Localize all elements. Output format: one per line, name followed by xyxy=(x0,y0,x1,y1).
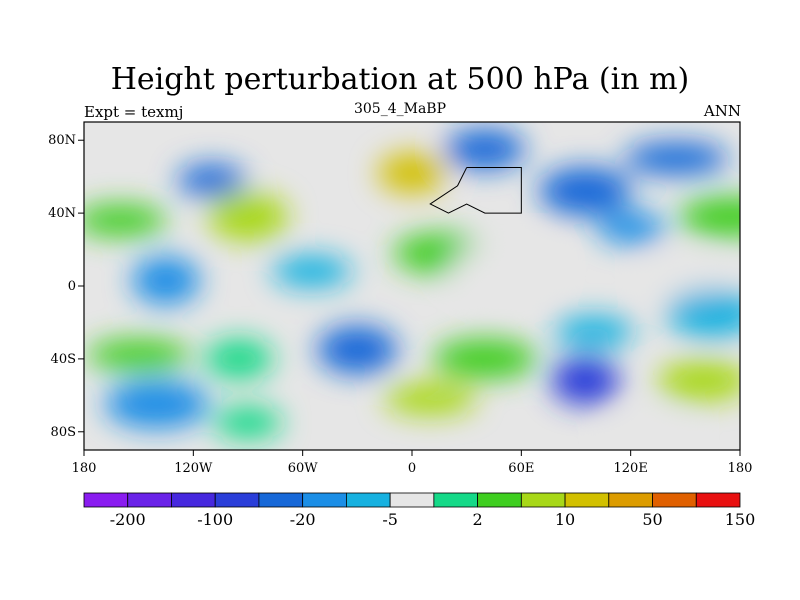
colorbar-label: 10 xyxy=(555,510,575,529)
field-fill-region xyxy=(317,325,398,374)
case-label: 305_4_MaBP xyxy=(353,101,447,117)
coastline-outline xyxy=(429,167,522,214)
lon-tick-label: 180 xyxy=(72,461,97,476)
colorbar-label: -200 xyxy=(110,510,146,529)
colorbar-swatch xyxy=(127,492,172,508)
field-fill-region xyxy=(177,164,246,197)
colorbar-label: 50 xyxy=(642,510,662,529)
experiment-label: Expt = texmj xyxy=(84,103,184,121)
colorbar-swatch xyxy=(258,492,304,508)
colorbar-label: -20 xyxy=(290,510,316,529)
lon-tick-label: 60E xyxy=(508,461,534,476)
height-perturbation-fill xyxy=(84,129,740,450)
field-fill-region xyxy=(624,142,729,175)
colorbar-swatch xyxy=(345,492,391,508)
field-fill-region xyxy=(384,382,477,415)
colorbar-swatch xyxy=(433,492,479,508)
field-fill-region xyxy=(539,167,632,216)
colorbar-label: 2 xyxy=(473,510,483,529)
field-fill-region xyxy=(657,360,740,401)
field-fill-region xyxy=(104,380,209,429)
latitude-axis: 80N 40N 0 40S 80S xyxy=(48,133,84,440)
field-fill-region xyxy=(678,196,740,237)
season-label: ANN xyxy=(703,102,741,120)
lon-tick-label: 180 xyxy=(728,461,753,476)
field-fill-region xyxy=(608,415,689,450)
colorbar-swatch xyxy=(652,492,697,508)
colorbar-swatch xyxy=(302,492,347,508)
figure-title: Height perturbation at 500 hPa (in m) xyxy=(110,62,690,97)
field-fill-region xyxy=(645,256,726,297)
field-fill-region xyxy=(132,256,200,305)
longitude-axis: 180 120W 60W 0 60E 120E 180 xyxy=(72,450,753,476)
colorbar-label: -5 xyxy=(382,510,398,529)
lat-tick-label: 0 xyxy=(68,279,76,294)
field-fill-region xyxy=(596,211,665,244)
lat-tick-label: 40S xyxy=(51,352,76,367)
field-fill-region xyxy=(86,339,191,372)
colorbar-label: 150 xyxy=(725,510,756,529)
colorbar-swatch xyxy=(564,492,610,508)
colorbar-swatch xyxy=(389,492,435,508)
field-fill-region xyxy=(551,356,620,405)
colorbar-swatch xyxy=(608,492,653,508)
colorbar-swatch xyxy=(171,492,216,508)
colorbar-swatch xyxy=(477,492,522,508)
field-fill-region xyxy=(271,255,352,288)
lat-tick-label: 80S xyxy=(51,425,76,440)
lon-tick-label: 0 xyxy=(408,461,416,476)
lat-tick-label: 40N xyxy=(48,206,76,221)
field-fill-region xyxy=(208,192,288,241)
field-fill-region xyxy=(451,243,556,292)
colorbar-swatch xyxy=(695,492,741,508)
lat-tick-label: 80N xyxy=(48,133,76,148)
field-fill-region xyxy=(214,406,282,439)
field-fill-region xyxy=(444,129,525,170)
lon-tick-label: 120W xyxy=(174,461,213,476)
field-fill-region xyxy=(84,204,167,237)
map-plot-area xyxy=(84,122,740,450)
colorbar-label: -100 xyxy=(197,510,233,529)
colorbar-swatch xyxy=(214,492,260,508)
colorbar: -200 -100 -20 -5 2 10 50 150 xyxy=(83,492,756,529)
lon-tick-label: 120E xyxy=(614,461,648,476)
lon-tick-label: 60W xyxy=(288,461,319,476)
colorbar-swatch xyxy=(520,492,566,508)
field-fill-region xyxy=(378,153,446,194)
field-fill-region xyxy=(666,289,740,338)
field-fill-region xyxy=(432,338,537,379)
field-fill-region xyxy=(554,315,635,348)
colorbar-swatch xyxy=(83,492,129,508)
field-fill-region xyxy=(204,338,273,379)
